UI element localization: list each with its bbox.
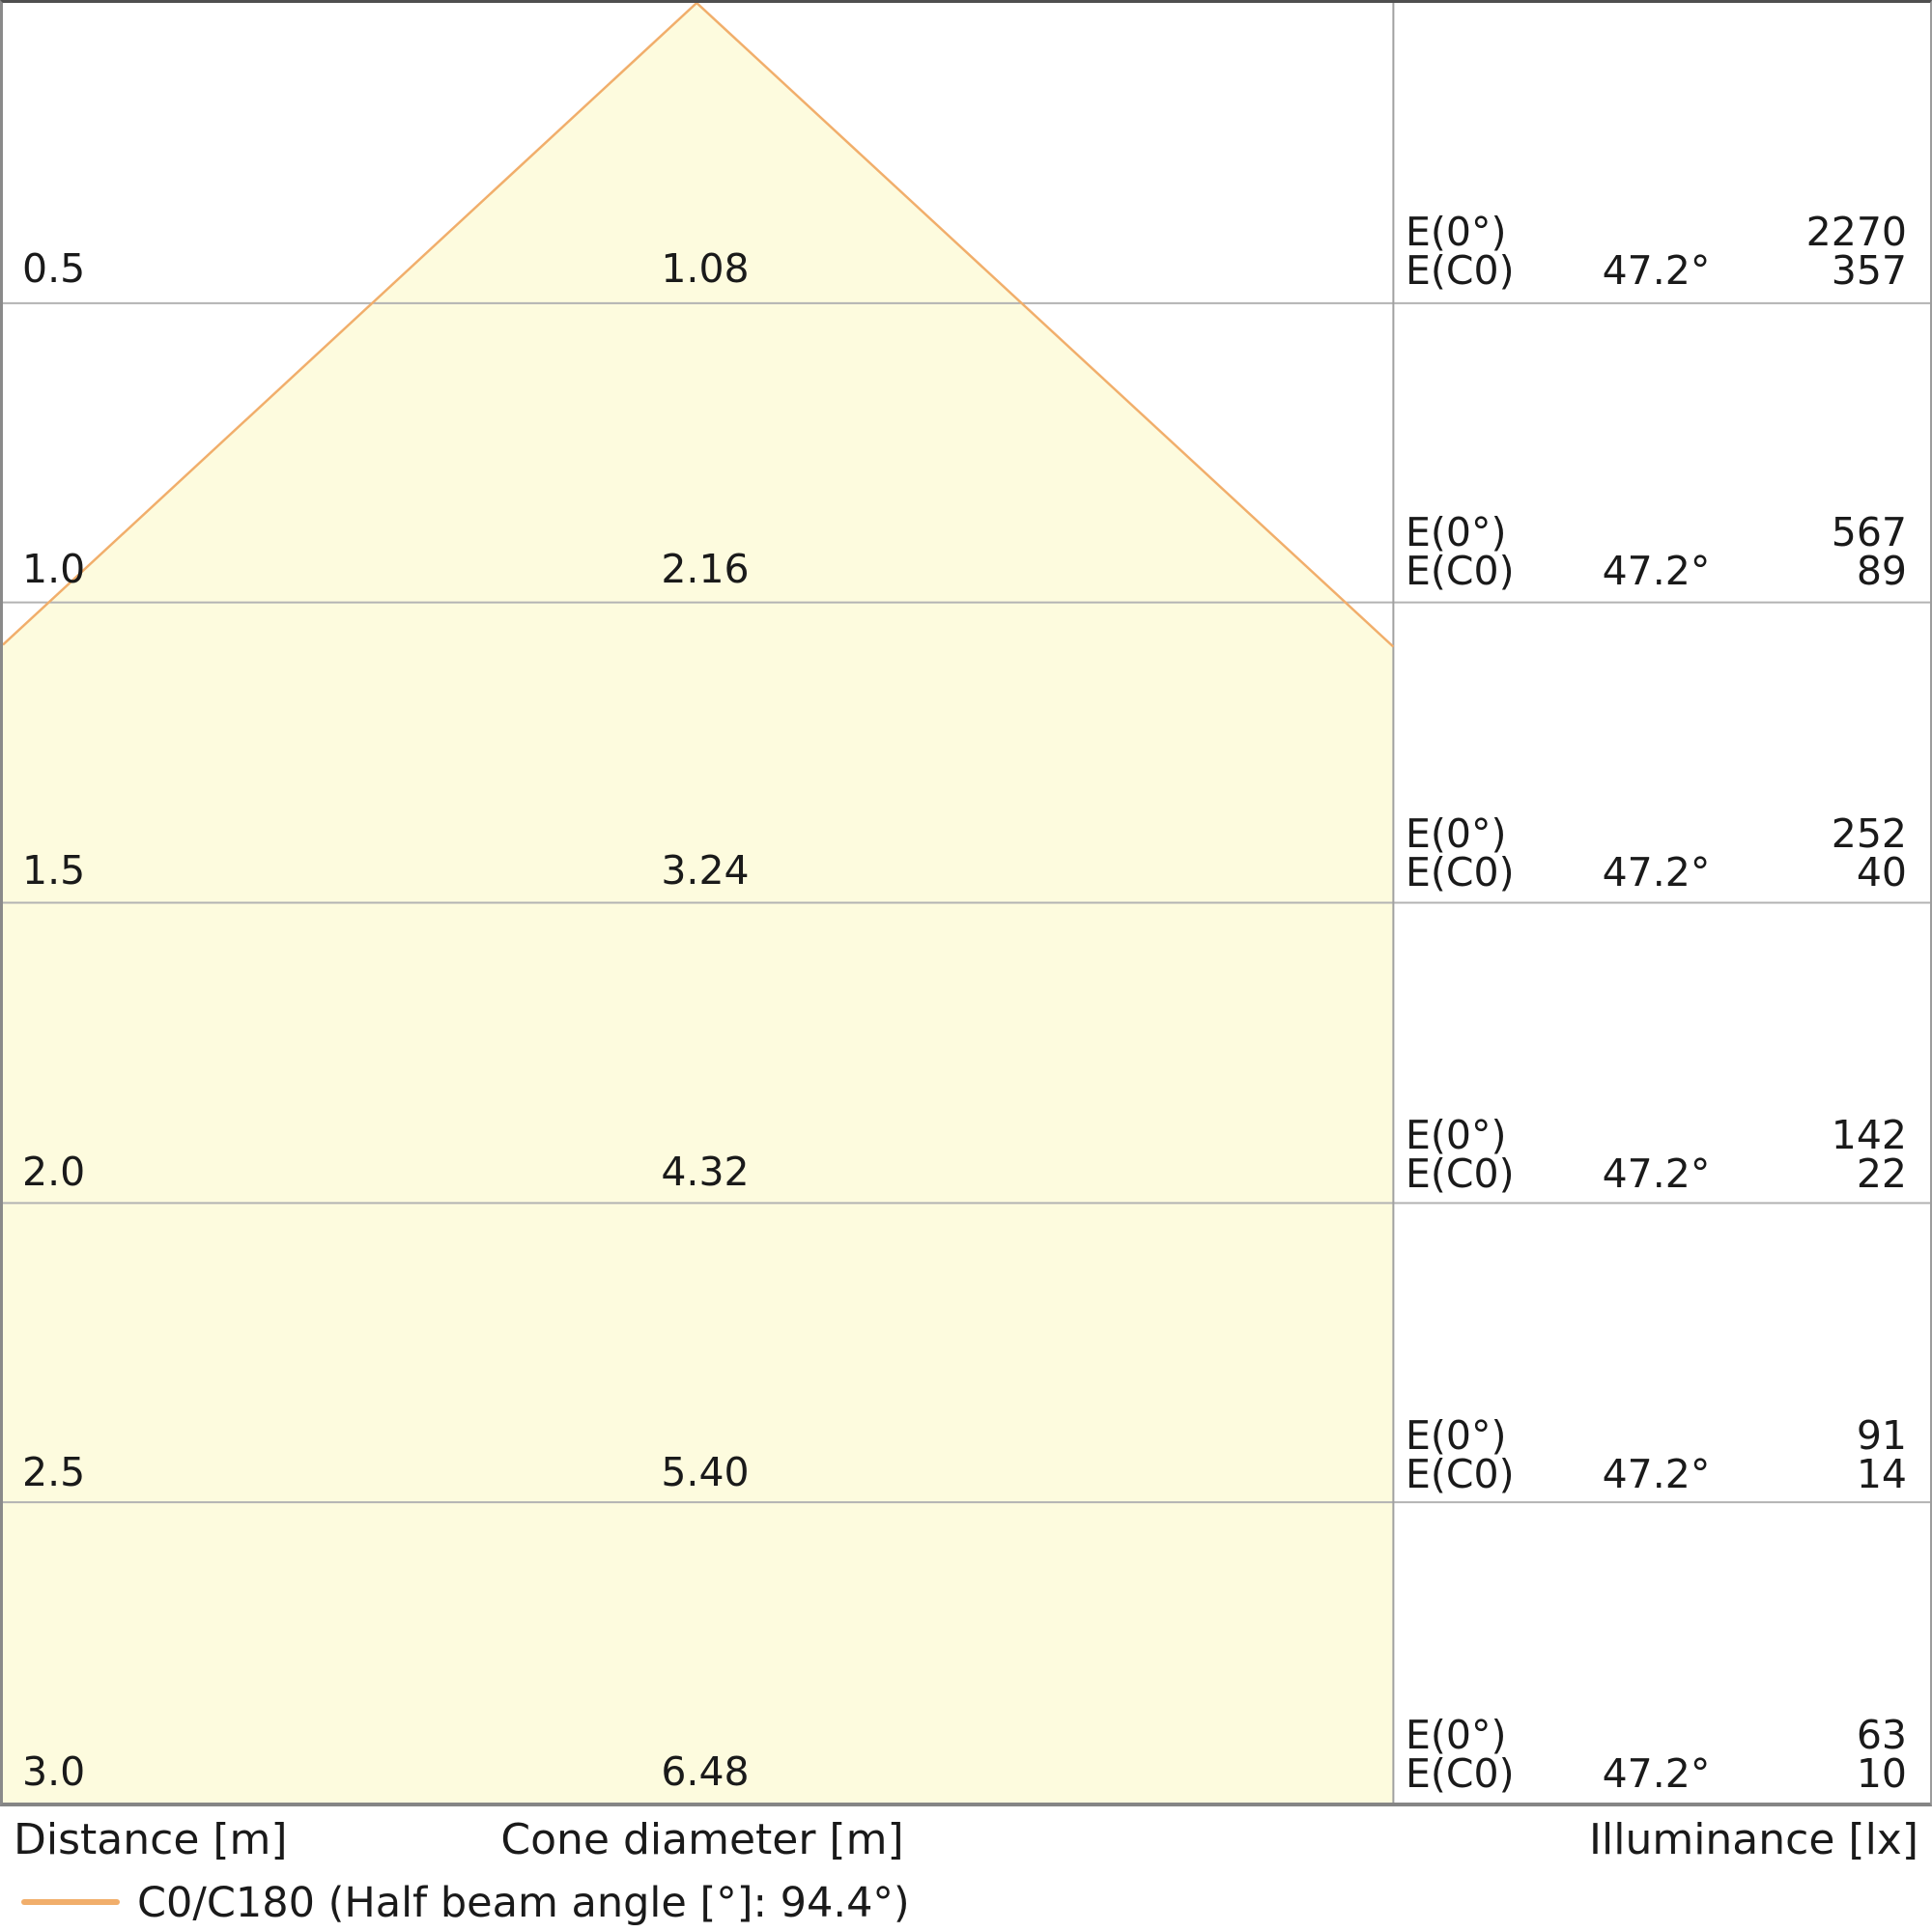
beam-angle: 47.2° xyxy=(1602,849,1711,895)
ec0-label: E(C0) xyxy=(1406,1151,1515,1197)
ec0-line: E(C0) 47.2° 22 xyxy=(1406,1151,1907,1197)
ec0-line: E(C0) 47.2° 89 xyxy=(1406,548,1907,594)
e0-line: E(0°) 91 xyxy=(1406,1412,1907,1459)
e0-angle xyxy=(1579,513,1733,552)
distance-label-1.5: 1.5 xyxy=(22,847,86,894)
distance-axis-title: Distance [m] xyxy=(14,1815,288,1864)
ec0-value: 14 xyxy=(1856,1451,1907,1497)
e0-label: E(0°) xyxy=(1406,209,1507,255)
e0-line: E(0°) 63 xyxy=(1406,1712,1907,1758)
ec0-line: E(C0) 47.2° 14 xyxy=(1406,1451,1907,1497)
distance-label-0.5: 0.5 xyxy=(22,245,86,292)
plot-area: 0.5 1.0 1.5 2.0 2.5 3.0 1.08 2.16 3.24 4… xyxy=(0,0,1932,1806)
e0-line: E(0°) 252 xyxy=(1406,810,1907,857)
illuminance-row-1.5m: E(0°) 252 E(C0) 47.2° 40 xyxy=(1406,810,1907,895)
e0-label: E(0°) xyxy=(1406,1112,1507,1158)
ec0-value: 40 xyxy=(1856,849,1907,895)
beam-angle: 47.2° xyxy=(1602,548,1711,594)
cone-diameter-label-2: 2.16 xyxy=(661,546,750,592)
beam-angle: 47.2° xyxy=(1602,247,1711,294)
ec0-line: E(C0) 47.2° 40 xyxy=(1406,849,1907,895)
illuminance-row-1.0m: E(0°) 567 E(C0) 47.2° 89 xyxy=(1406,509,1907,594)
e0-value: 63 xyxy=(1856,1712,1907,1758)
ec0-label: E(C0) xyxy=(1406,1451,1515,1497)
cone-diameter-label-1: 1.08 xyxy=(661,245,750,292)
e0-line: E(0°) 142 xyxy=(1406,1112,1907,1158)
ec0-line: E(C0) 47.2° 10 xyxy=(1406,1750,1907,1797)
beam-angle: 47.2° xyxy=(1602,1451,1711,1497)
beam-angle: 47.2° xyxy=(1602,1750,1711,1797)
ec0-value: 10 xyxy=(1856,1750,1907,1797)
illuminance-row-0.5m: E(0°) 2270 E(C0) 47.2° 357 xyxy=(1406,209,1907,294)
ec0-value: 89 xyxy=(1856,548,1907,594)
e0-line: E(0°) 567 xyxy=(1406,509,1907,555)
e0-label: E(0°) xyxy=(1406,810,1507,857)
legend-line-swatch xyxy=(21,1899,120,1905)
legend-label: C0/C180 (Half beam angle [°]: 94.4°) xyxy=(137,1879,910,1927)
illuminance-axis-title: Illuminance [lx] xyxy=(1589,1815,1918,1864)
distance-label-2.5: 2.5 xyxy=(22,1449,86,1495)
distance-label-1.0: 1.0 xyxy=(22,546,86,592)
e0-angle xyxy=(1579,1116,1733,1154)
e0-label: E(0°) xyxy=(1406,1412,1507,1459)
ec0-line: E(C0) 47.2° 357 xyxy=(1406,247,1907,294)
ec0-label: E(C0) xyxy=(1406,247,1515,294)
illuminance-row-3.0m: E(0°) 63 E(C0) 47.2° 10 xyxy=(1406,1712,1907,1797)
e0-value: 567 xyxy=(1831,509,1907,555)
e0-angle xyxy=(1579,1716,1733,1754)
e0-label: E(0°) xyxy=(1406,1712,1507,1758)
e0-angle xyxy=(1579,1416,1733,1455)
cone-diameter-label-6: 6.48 xyxy=(661,1748,750,1795)
e0-line: E(0°) 2270 xyxy=(1406,209,1907,255)
e0-label: E(0°) xyxy=(1406,509,1507,555)
legend: C0/C180 (Half beam angle [°]: 94.4°) xyxy=(0,1874,1932,1932)
ec0-label: E(C0) xyxy=(1406,548,1515,594)
axis-titles-row: Distance [m] Cone diameter [m] Illuminan… xyxy=(0,1814,1932,1866)
cone-diameter-label-3: 3.24 xyxy=(661,847,750,894)
e0-value: 91 xyxy=(1856,1412,1907,1459)
cone-diameter-axis-title: Cone diameter [m] xyxy=(500,1815,904,1864)
cone-diameter-label-4: 4.32 xyxy=(661,1149,750,1195)
ec0-label: E(C0) xyxy=(1406,1750,1515,1797)
cone-edge-left xyxy=(3,3,698,646)
illuminance-row-2.0m: E(0°) 142 E(C0) 47.2° 22 xyxy=(1406,1112,1907,1197)
cone-edge-right xyxy=(696,3,1395,648)
e0-value: 2270 xyxy=(1805,209,1907,255)
e0-angle xyxy=(1579,814,1733,853)
illuminance-row-2.5m: E(0°) 91 E(C0) 47.2° 14 xyxy=(1406,1412,1907,1497)
ec0-label: E(C0) xyxy=(1406,849,1515,895)
e0-value: 142 xyxy=(1831,1112,1907,1158)
e0-angle xyxy=(1579,213,1733,251)
ec0-value: 357 xyxy=(1831,247,1907,294)
cone-chart-svg xyxy=(3,3,1930,1803)
ec0-value: 22 xyxy=(1856,1151,1907,1197)
beam-angle: 47.2° xyxy=(1602,1151,1711,1197)
distance-label-3.0: 3.0 xyxy=(22,1748,86,1795)
e0-value: 252 xyxy=(1831,810,1907,857)
cone-diameter-label-5: 5.40 xyxy=(661,1449,750,1495)
distance-label-2.0: 2.0 xyxy=(22,1149,86,1195)
